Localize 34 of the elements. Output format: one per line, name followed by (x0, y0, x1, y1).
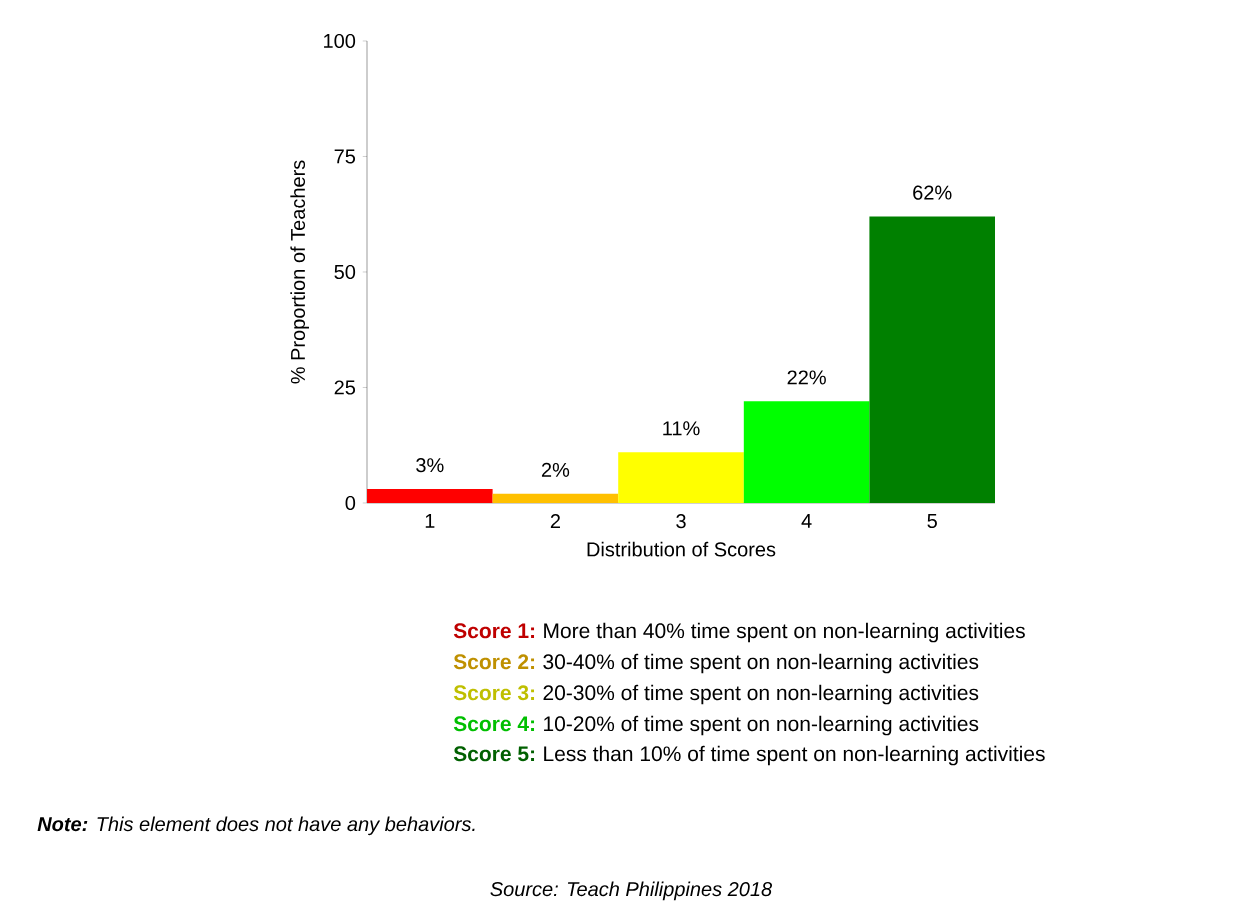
bar (367, 489, 493, 503)
y-axis-title: % Proportion of Teachers (290, 160, 309, 384)
x-tick-label: 3 (676, 514, 686, 529)
bar (743, 401, 870, 503)
data-label: 3% (416, 458, 444, 473)
text: 20-30% of time spent on non-learning activities (543, 684, 979, 705)
bar (618, 452, 744, 503)
x-tick-label: 5 (927, 514, 937, 529)
x-tick-label: 2 (550, 514, 560, 529)
source-note: Source: Teach Philippines 2018 (490, 881, 773, 901)
data-label: 2% (541, 462, 570, 477)
x-tick-label: 4 (801, 514, 812, 528)
y-tick-label: 0 (345, 495, 356, 511)
text: Score 3: (453, 685, 535, 701)
data-label: 62% (913, 185, 952, 200)
y-tick-label: 25 (334, 380, 356, 395)
x-axis-title: Distribution of Scores (587, 541, 776, 557)
y-tick-label: 75 (334, 149, 356, 164)
text: 30-40% of time spent on non-learning activities (543, 653, 979, 674)
bar (492, 493, 619, 503)
bar (869, 216, 996, 503)
text: More than 40% time spent on non-learning activities (544, 622, 1025, 643)
data-label: 22% (787, 370, 826, 385)
text: Less than 10% of time spent on non-learning activities (544, 745, 1045, 766)
y-tick-label: 100 (324, 33, 356, 49)
text: Score 5: (453, 746, 535, 762)
x-tick-label: 1 (425, 514, 435, 528)
text: Score 2: (453, 654, 535, 670)
y-tick-label: 50 (334, 264, 356, 280)
text: Score 4: (453, 716, 535, 732)
data-label: 11% (663, 421, 700, 436)
text: Note: This element does not have any behaviors. (37, 816, 475, 836)
text: Score 1: (453, 623, 535, 639)
text: 10-20% of time spent on non-learning activities (544, 715, 979, 736)
